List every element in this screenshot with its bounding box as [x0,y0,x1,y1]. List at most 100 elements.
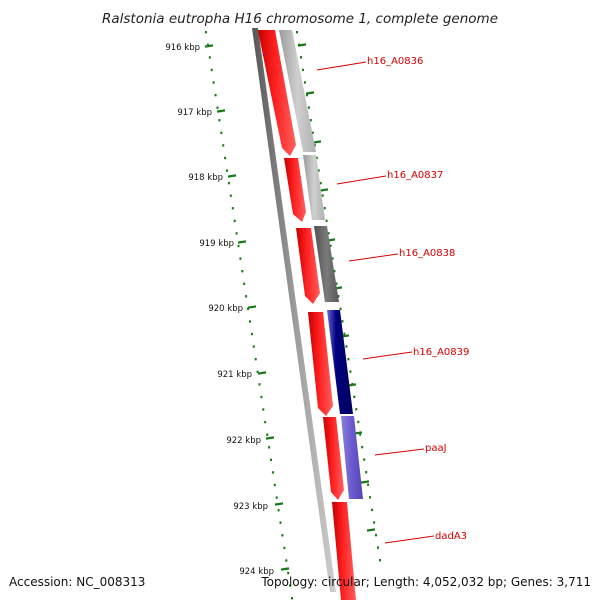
feature-dot [305,93,308,97]
accession-text: Accession: NC_008313 [9,575,145,589]
scale-dot [241,270,244,273]
feature-dot [325,219,328,222]
tick-label-919: 919 kbp [199,239,234,249]
scale-dot [260,395,263,399]
cds-arrow-6[interactable] [332,502,356,600]
scale-dot [270,458,272,461]
feature-dot [339,307,342,310]
feature-dot [333,269,336,273]
tick-label-920: 920 kbp [208,304,243,314]
scale-dot [266,433,269,436]
gene-label-h16-A0839[interactable]: h16_A0839 [413,347,469,358]
scale-dot [250,332,253,336]
scale-dot [233,219,236,223]
cds-arrow-3[interactable] [296,228,320,304]
cds-arrow-5[interactable] [323,417,344,500]
feature-band-track [279,30,363,499]
feature-dot [343,332,346,336]
feature-dot [331,257,334,260]
feature-dot [357,420,360,424]
scale-dot [254,358,257,361]
scale-dot [285,559,288,562]
backbone [252,28,336,592]
scale-dot [289,584,292,587]
gene-label-paaJ[interactable]: paaJ [425,443,447,454]
feature-dot [341,320,344,323]
scale-dot [279,521,282,524]
feature-tick [297,43,307,47]
scale-tick-922 [265,436,275,440]
feature-dot [296,31,298,34]
leader-dadA3 [384,535,435,544]
gene-label-h16-A0837[interactable]: h16_A0837 [387,170,443,181]
feature-dot [349,370,352,373]
feature-tick [312,140,322,144]
feature-tick [319,188,329,192]
feature-dot [379,559,381,562]
feature-dot [309,119,312,122]
scale-dot [216,106,219,109]
scale-dot [220,131,223,134]
scale-dot [273,483,276,487]
gene-label-dadA3[interactable]: dadA3 [435,531,467,542]
feature-dot [329,244,332,248]
cds-arrow-4[interactable] [308,312,333,416]
scale-dot [214,93,217,97]
feature-dot [365,471,368,474]
feature-band-navy [327,310,353,414]
scale-dot [235,232,238,235]
gene-label-h16-A0836[interactable]: h16_A0836 [367,56,423,67]
scale-dot [271,471,274,474]
scale-dot [268,446,271,449]
scale-dot [275,496,278,499]
scale-tick-919 [237,240,247,244]
scale-tick-920 [247,305,257,309]
feature-dot [359,433,362,436]
scale-dot [239,257,242,260]
map-title: Ralstonia eutropha H16 chromosome 1, com… [102,11,498,27]
feature-dot [345,345,348,348]
feature-dot [327,232,330,235]
scale-dot [283,546,286,550]
tick-label-917: 917 kbp [177,108,212,118]
feature-dot [317,169,320,172]
feature-dot [303,81,306,84]
scale-dots-inner [205,31,293,600]
feature-dot [363,458,366,461]
cds-arrow-1[interactable] [258,30,296,156]
cds-arrow-2[interactable] [284,158,306,222]
scale-dot [256,370,259,373]
feature-dot [319,181,322,185]
feature-dot [347,357,350,361]
feature-dot [353,395,356,398]
scale-dot [231,207,234,210]
feature-dot [367,483,370,486]
gene-leaders [316,61,435,544]
scale-dot [222,144,225,147]
leader-h16-A0837 [336,175,387,185]
feature-dot [313,144,316,147]
feature-dot [323,207,326,210]
feature-dot [371,508,374,512]
feature-dot [335,282,338,285]
scale-dot [226,169,228,172]
feature-tick [360,480,370,484]
scale-dot [227,181,230,185]
tick-label-922: 922 kbp [226,436,261,446]
feature-band-dark [314,226,339,302]
feature-dot [321,194,324,197]
scale-dot [281,534,284,537]
tick-label-918: 918 kbp [188,173,223,183]
scale-dot [218,119,221,122]
leader-h16-A0836 [316,61,367,71]
scale-tick-924 [280,567,290,571]
scale-tick-918 [227,174,237,178]
scale-ticks [204,44,290,571]
scale-dot [210,68,213,72]
feature-tick [305,91,315,95]
feature-dot [337,295,340,298]
feature-dot [369,496,372,499]
gene-label-h16-A0838[interactable]: h16_A0838 [399,248,455,259]
summary-text: Topology: circular; Length: 4,052,032 bp… [260,575,591,589]
